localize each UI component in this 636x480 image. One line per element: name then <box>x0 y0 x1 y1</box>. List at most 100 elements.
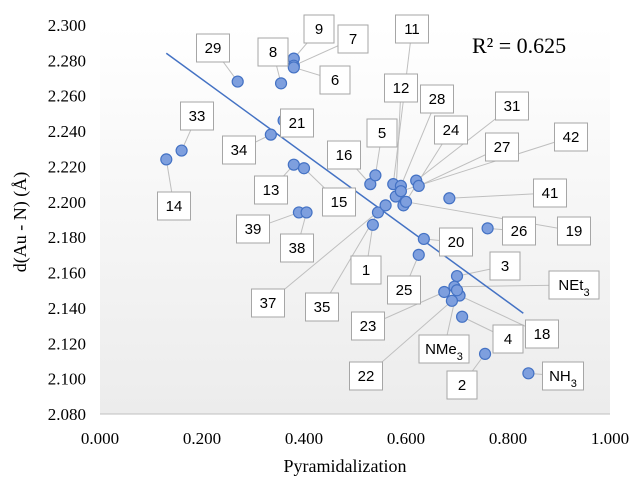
point-label-box <box>280 108 314 138</box>
leader-line <box>267 204 386 304</box>
point-label: 39 <box>236 214 270 244</box>
data-point <box>369 169 382 182</box>
point-label: 7 <box>337 24 369 54</box>
point-label: 1 <box>350 255 382 285</box>
data-point <box>394 185 407 198</box>
point-label-text: 42 <box>563 129 580 146</box>
point-label-box <box>196 33 230 63</box>
point-label-text: 19 <box>566 223 583 240</box>
point-label-text: 28 <box>429 91 446 108</box>
point-label-box <box>489 251 521 281</box>
point-label-text: 25 <box>396 282 413 299</box>
point-label-text: 39 <box>245 221 262 238</box>
point-label-box <box>554 122 588 152</box>
point-label: 14 <box>157 191 191 221</box>
point-label: NEt3 <box>548 270 600 300</box>
point-label-text: 26 <box>511 223 528 240</box>
data-point <box>274 77 288 90</box>
point-label-box <box>502 216 536 246</box>
point-label: 20 <box>439 227 473 257</box>
point-label-text: 6 <box>331 72 339 89</box>
point-label-box <box>303 14 335 44</box>
point-label-text: 35 <box>314 299 331 316</box>
point-label-box <box>180 101 214 131</box>
point-label-box <box>351 311 385 341</box>
point-label: 25 <box>387 275 421 305</box>
point-label: 3 <box>489 251 521 281</box>
data-point <box>450 284 464 297</box>
point-label-text: NH3 <box>549 368 577 390</box>
point-label-text: NMe3 <box>425 341 463 363</box>
point-label-text: 22 <box>358 368 375 385</box>
data-point <box>445 294 458 307</box>
point-label-text: 37 <box>260 295 277 312</box>
point-label-box <box>420 84 454 114</box>
data-point <box>412 248 425 261</box>
point-label-box <box>319 65 351 95</box>
data-point <box>231 75 244 88</box>
point-label-text: 14 <box>166 198 183 215</box>
point-label-text: 13 <box>263 182 280 199</box>
leader-line <box>392 28 413 185</box>
point-label-box <box>485 132 519 162</box>
x-tick-label: 0.600 <box>387 429 425 448</box>
point-label: NH3 <box>542 361 584 391</box>
r-squared-annotation: R² = 0.625 <box>472 33 566 58</box>
point-label-box <box>337 24 369 54</box>
point-label-box <box>395 14 429 44</box>
y-tick-label: 2.280 <box>48 51 86 70</box>
data-point <box>287 158 300 171</box>
point-label-text: 21 <box>289 115 306 132</box>
point-label: 16 <box>327 140 361 170</box>
point-label: 26 <box>502 216 536 246</box>
point-label-text: 18 <box>534 326 551 343</box>
data-point <box>412 179 425 193</box>
y-tick-label: 2.080 <box>48 405 86 424</box>
point-label-box <box>384 73 418 103</box>
point-label-text: 38 <box>289 240 306 257</box>
point-label-text: 9 <box>315 21 323 38</box>
point-label-box <box>434 115 468 145</box>
y-tick-label: 2.220 <box>48 157 86 176</box>
y-tick-label: 2.100 <box>48 370 86 389</box>
point-label: 8 <box>257 37 289 67</box>
data-point <box>379 199 392 212</box>
point-label-text: 3 <box>501 258 509 275</box>
point-label-text: 7 <box>349 31 357 48</box>
leader-line <box>395 87 402 197</box>
point-label-text: 11 <box>404 21 420 38</box>
point-label-text: 33 <box>189 108 206 125</box>
point-label: 12 <box>384 73 418 103</box>
point-label-box <box>322 187 356 217</box>
y-tick-label: 2.300 <box>48 16 86 35</box>
point-label: 37 <box>251 288 285 318</box>
point-label-text: NEt3 <box>558 277 589 299</box>
point-label: 42 <box>554 122 588 152</box>
x-axis-ticks: 0.000 0.200 0.400 0.600 0.800 1.000 <box>81 429 629 448</box>
y-tick-label: 2.120 <box>48 334 86 353</box>
y-tick-label: 2.140 <box>48 299 86 318</box>
point-label-box <box>366 118 398 148</box>
point-label: 18 <box>525 319 559 349</box>
point-label-box <box>280 233 314 263</box>
point-labels: 29 89762134331413153938165135371112282431… <box>157 14 600 400</box>
point-label-text: 24 <box>443 122 460 139</box>
point-label: 15 <box>322 187 356 217</box>
data-point <box>478 347 492 360</box>
point-label-text: 27 <box>494 139 511 156</box>
leader-line <box>400 136 572 192</box>
point-label-box <box>349 361 383 391</box>
trendline <box>165 52 524 314</box>
point-label: 33 <box>180 101 214 131</box>
point-label-box <box>157 191 191 221</box>
point-label: 5 <box>366 118 398 148</box>
data-point <box>438 285 451 299</box>
data-point <box>456 310 469 323</box>
point-label-box <box>387 275 421 305</box>
point-label-box <box>305 292 339 322</box>
point-label-text: 1 <box>362 262 370 279</box>
point-label: 28 <box>420 84 454 114</box>
point-label-text: 5 <box>378 125 386 142</box>
point-label: 23 <box>351 311 385 341</box>
